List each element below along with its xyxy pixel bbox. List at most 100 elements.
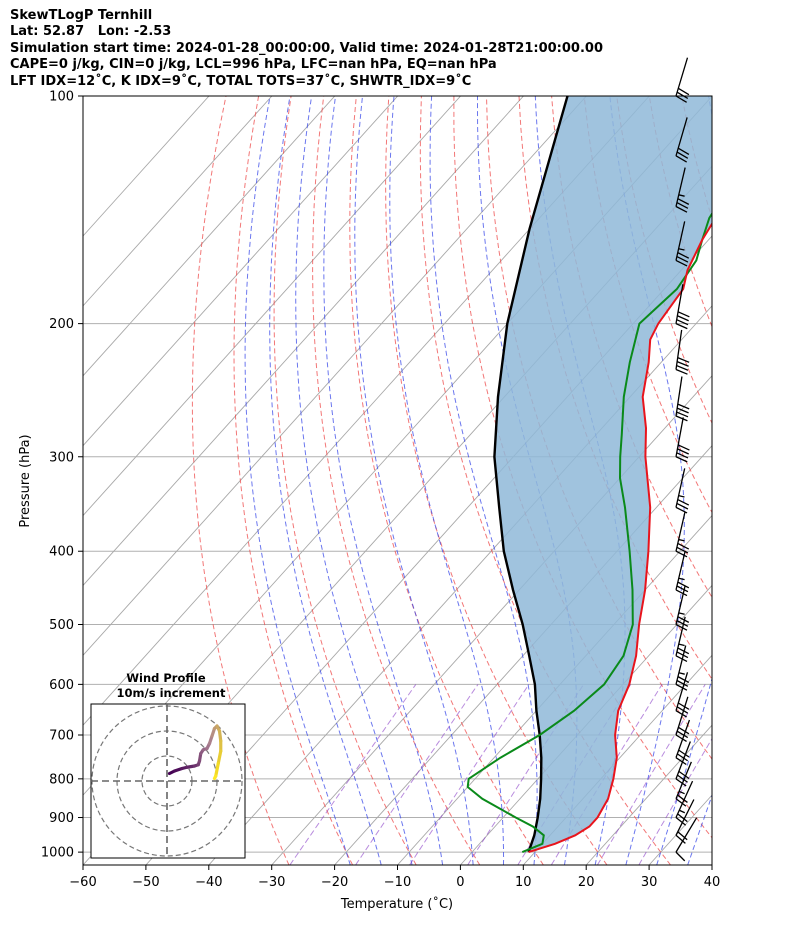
axes: −60 −50 −40 −30 −20 −10 0 10 20 30 40 100 200 300 400 5… bbox=[41, 90, 720, 891]
isotherm-line bbox=[585, 724, 712, 865]
isotherm-line bbox=[775, 96, 794, 865]
isotherm-line bbox=[145, 235, 712, 865]
isotherm-line bbox=[83, 96, 210, 237]
isotherm-line bbox=[711, 864, 712, 865]
barb-flag bbox=[675, 323, 688, 330]
barb-flag bbox=[676, 679, 689, 687]
barb-flag bbox=[677, 198, 690, 205]
barb-flag bbox=[676, 620, 689, 627]
barb-flag bbox=[676, 753, 688, 762]
x-axis-label: Temperature (˚C) bbox=[340, 896, 453, 912]
hodograph-subtitle: 10m/s increment bbox=[117, 686, 226, 700]
barb-staff bbox=[675, 57, 689, 97]
temperature-line bbox=[528, 221, 712, 854]
barb-flag bbox=[676, 319, 689, 326]
shaded-region bbox=[494, 96, 712, 853]
moist-adiabat bbox=[389, 96, 505, 865]
y-tick-label: 600 bbox=[49, 678, 74, 693]
barb-flag bbox=[677, 252, 690, 259]
isotherm-line bbox=[83, 96, 524, 587]
isotherm-line bbox=[334, 444, 712, 865]
barb-staff bbox=[675, 761, 692, 800]
barb-flag bbox=[676, 585, 689, 593]
wind-barb bbox=[675, 284, 690, 330]
barb-staff bbox=[675, 817, 698, 853]
barb-staff bbox=[675, 741, 691, 780]
barb-half-flag bbox=[678, 495, 685, 498]
isotherm-line bbox=[397, 514, 712, 865]
barb-half-flag bbox=[679, 809, 686, 814]
instability-indices: CAPE=0 j/kg, CIN=0 j/kg, LCL=996 hPa, LF… bbox=[10, 57, 497, 73]
x-tick-label: 20 bbox=[578, 875, 595, 890]
hodograph-plot bbox=[91, 704, 245, 858]
barb-flag bbox=[678, 749, 690, 758]
barb-half-flag bbox=[678, 194, 685, 197]
wind-barb bbox=[675, 761, 692, 807]
simulation-times: Simulation start time: 2024-01-28_00:00:… bbox=[10, 40, 603, 56]
y-tick-label: 700 bbox=[49, 728, 74, 743]
stability-indices: LFT IDX=12˚C, K IDX=9˚C, TOTAL TOTS=37˚C… bbox=[10, 73, 472, 89]
barb-flag bbox=[677, 542, 690, 550]
barb-flag bbox=[675, 798, 687, 807]
barb-flag bbox=[678, 770, 690, 780]
barb-flag bbox=[676, 502, 689, 510]
barb-staff bbox=[675, 167, 686, 207]
barb-flag bbox=[675, 205, 688, 213]
moist-adiabat bbox=[323, 96, 444, 865]
wind-barb bbox=[675, 221, 690, 267]
y-tick-label: 200 bbox=[49, 317, 74, 332]
wind-barb bbox=[675, 616, 690, 663]
barb-flag bbox=[676, 360, 689, 367]
wind-barb bbox=[675, 585, 690, 631]
barb-flag bbox=[675, 589, 688, 597]
barb-flag bbox=[675, 817, 687, 826]
hodograph-segment bbox=[214, 761, 220, 778]
x-tick-label: −50 bbox=[132, 875, 159, 890]
barb-flag bbox=[676, 151, 689, 159]
barb-flag bbox=[675, 259, 688, 267]
moist-adiabat bbox=[295, 96, 413, 865]
barb-flag bbox=[677, 315, 689, 322]
dry-adiabat bbox=[616, 96, 712, 425]
barb-staff bbox=[675, 512, 686, 552]
barb-flag bbox=[675, 655, 688, 663]
barb-flag bbox=[676, 452, 689, 459]
isotherm-line bbox=[83, 96, 273, 307]
barb-flag bbox=[677, 357, 690, 363]
barb-flag bbox=[677, 831, 688, 841]
hodograph-inset: Wind Profile 10m/s increment bbox=[90, 671, 246, 859]
dry-adiabat bbox=[583, 96, 712, 514]
dry-adiabat bbox=[312, 96, 481, 865]
barb-flag bbox=[675, 683, 688, 691]
barb-flag bbox=[676, 546, 689, 554]
y-tick-label: 900 bbox=[49, 811, 74, 826]
y-tick-label: 400 bbox=[49, 545, 74, 560]
barb-flag bbox=[675, 623, 688, 631]
barb-flag bbox=[677, 444, 690, 451]
wind-barb bbox=[675, 167, 690, 213]
barb-staff bbox=[675, 550, 686, 591]
barb-staff bbox=[675, 672, 689, 711]
barb-flag bbox=[677, 498, 690, 506]
wind-barb bbox=[675, 376, 690, 422]
moist-adiabat bbox=[244, 96, 351, 865]
mixing-ratio-line bbox=[355, 684, 479, 865]
barb-flag bbox=[675, 851, 686, 862]
barb-flag bbox=[677, 581, 690, 589]
cape-fill-area bbox=[494, 96, 712, 853]
barb-flag bbox=[677, 616, 690, 623]
hodograph-title: Wind Profile bbox=[126, 671, 206, 685]
station-title: SkewTLogP Ternhill bbox=[10, 8, 153, 23]
barb-flag bbox=[678, 726, 690, 735]
barb-staff bbox=[675, 696, 689, 736]
mixing-ratio-line bbox=[467, 684, 585, 865]
barb-flag bbox=[676, 255, 689, 263]
barb-flag bbox=[677, 676, 690, 684]
isotherm-line bbox=[83, 96, 399, 447]
moist-adiabat bbox=[609, 96, 685, 865]
barb-staff bbox=[675, 719, 691, 758]
barb-flag bbox=[675, 456, 688, 463]
x-tick-label: 0 bbox=[456, 875, 464, 890]
barb-half-flag bbox=[678, 643, 685, 647]
